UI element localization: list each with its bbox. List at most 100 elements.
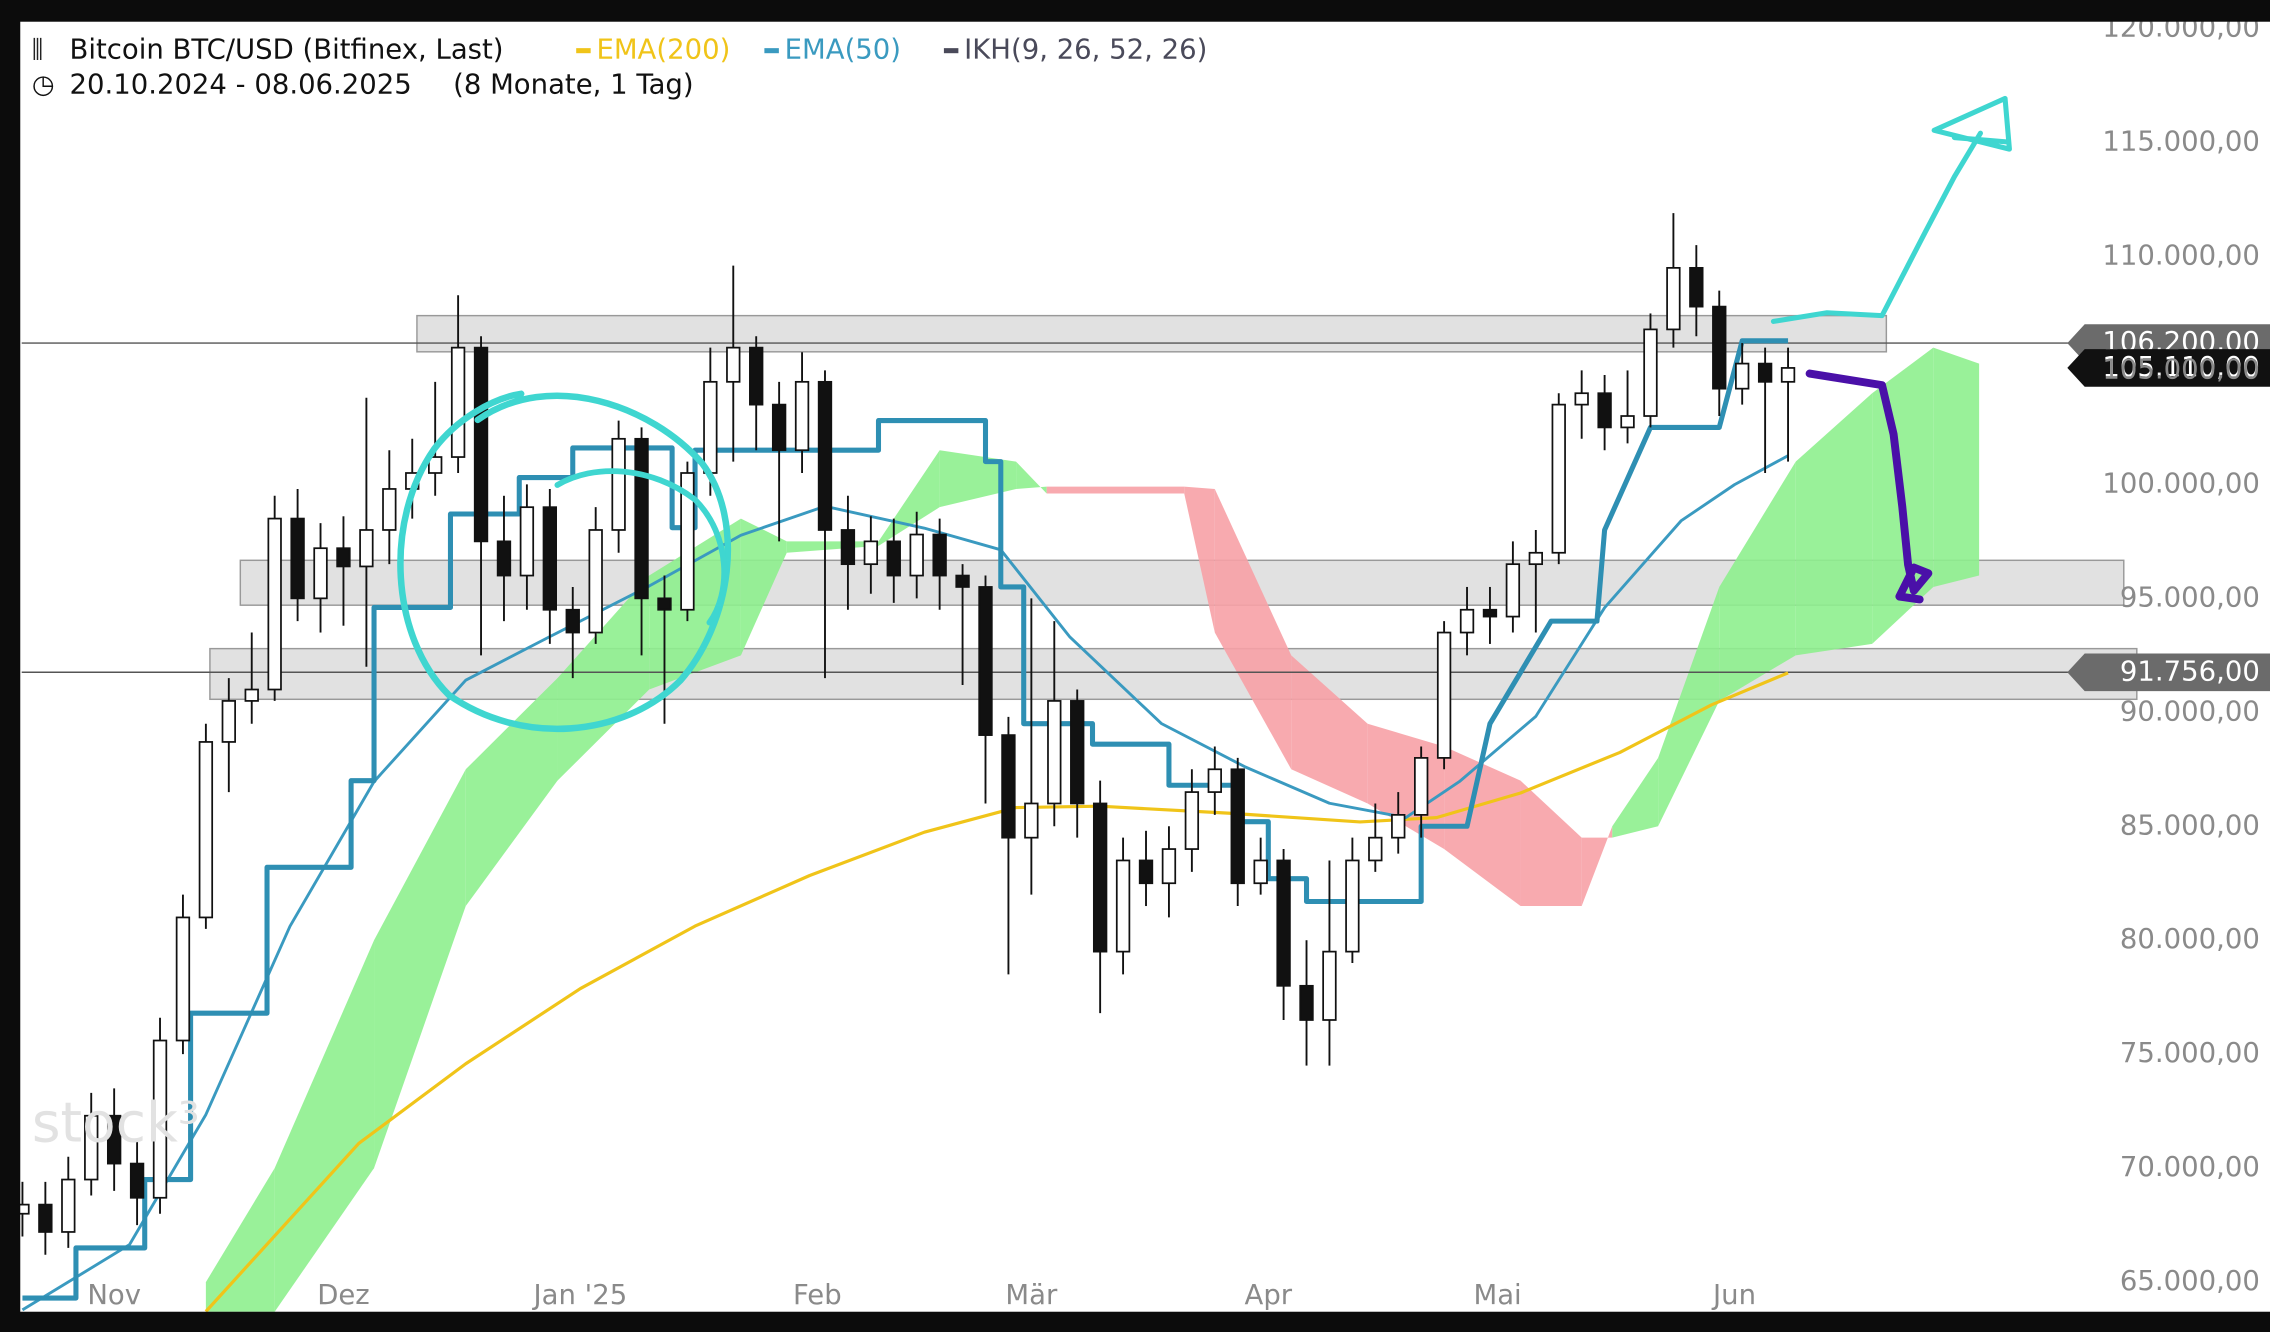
y-tick-label: 100.000,00 <box>2102 467 2259 499</box>
chart-title: Bitcoin BTC/USD (Bitfinex, Last) <box>69 34 503 66</box>
x-tick-label: Mai <box>1473 1279 1521 1311</box>
indicator-lines <box>21 338 1789 1313</box>
candle-body <box>1505 563 1521 618</box>
y-tick-label: 110.000,00 <box>2102 239 2259 271</box>
cloud-segment <box>465 678 558 907</box>
cloud-segment <box>1214 488 1292 770</box>
x-tick-label: Jun <box>1711 1279 1756 1311</box>
axes: 65.000,00 70.000,00 75.000,00 80.000,00 85.0… <box>87 12 2260 1311</box>
candle-body <box>428 456 443 474</box>
candle-body <box>382 488 397 531</box>
candle-body <box>450 346 466 458</box>
resistance-zone <box>416 314 1888 353</box>
candle-body <box>519 506 535 577</box>
legend: ⫼ Bitcoin BTC/USD (Bitfinex, Last) ◷ 20.… <box>32 34 1208 101</box>
candle-body <box>1161 848 1177 885</box>
candle-body <box>129 1162 145 1199</box>
y-tick-label: 85.000,00 <box>2120 809 2260 841</box>
clock-icon: ◷ <box>32 70 55 100</box>
candle-body <box>221 700 236 743</box>
candle-body <box>61 1178 76 1233</box>
cloud-segment <box>1658 586 1720 827</box>
y-tick-label: 115.000,00 <box>2102 126 2259 158</box>
cloud-segment <box>1444 746 1521 907</box>
candle-body <box>1253 859 1268 885</box>
candle-body <box>1276 859 1291 987</box>
candle-body <box>1322 950 1337 1021</box>
candle-body <box>1735 362 1750 390</box>
candle-body <box>749 346 764 406</box>
cloud-segment <box>205 1168 275 1312</box>
candle-body <box>1299 984 1314 1021</box>
arrow-drawing <box>1770 130 1983 324</box>
support-zone <box>209 647 2138 701</box>
price-tag <box>2067 349 2270 387</box>
candle-body <box>1574 392 1589 406</box>
date-range: 20.10.2024 - 08.06.2025 <box>69 68 411 100</box>
price-tag <box>2067 653 2270 692</box>
candle-body <box>267 517 282 691</box>
candle-body <box>152 1039 168 1199</box>
candle-body <box>290 517 305 600</box>
y-tick-label: 75.000,00 <box>2120 1037 2260 1069</box>
candle-body <box>1070 700 1085 805</box>
candle-body <box>84 1114 99 1181</box>
y-tick-label: 80.000,00 <box>2120 923 2260 955</box>
candle-body <box>771 403 787 452</box>
legend-label: EMA(200) <box>596 34 730 66</box>
arrow-head <box>1931 95 2012 152</box>
candle-body <box>359 529 374 568</box>
cloud-segment <box>1612 757 1659 838</box>
candle-body <box>840 529 856 566</box>
top-frame <box>0 0 2270 22</box>
ikh-line <box>22 338 1789 1301</box>
x-tick-label: Jan '25 <box>532 1279 628 1311</box>
candle-body <box>1184 791 1200 850</box>
candle-body <box>1345 859 1360 953</box>
candle-body <box>542 506 558 611</box>
legend-label: EMA(50) <box>785 34 901 66</box>
candle-body <box>565 608 580 634</box>
candle-body <box>175 916 191 1042</box>
x-tick-label: Dez <box>317 1279 370 1311</box>
candle-body <box>726 346 741 383</box>
cloud-segment <box>1520 780 1582 907</box>
candle-body <box>313 547 328 600</box>
candle-body <box>38 1203 53 1233</box>
candle-body <box>1551 403 1566 554</box>
cloud-segment <box>1795 393 1873 656</box>
watermark: stock³ <box>32 1091 200 1155</box>
legend-label: IKH(9, 26, 52, 26) <box>964 34 1207 66</box>
ema-line <box>204 671 1789 1313</box>
candle-body <box>634 437 649 600</box>
candle-body <box>1757 362 1773 383</box>
cloud-segment <box>939 450 1017 508</box>
candle-body <box>1459 608 1475 634</box>
candle-body <box>198 741 214 919</box>
candle-body <box>863 540 879 566</box>
cloud-segment <box>1184 486 1215 633</box>
cloud-segment <box>1933 347 1980 587</box>
x-tick-label: Nov <box>87 1279 141 1311</box>
candle-body <box>1689 266 1704 308</box>
left-frame <box>0 0 21 1332</box>
candle-body <box>1001 734 1016 839</box>
candle-body <box>817 380 833 531</box>
candle-body <box>1092 802 1108 953</box>
candle-body <box>1620 415 1635 429</box>
candle-body <box>1436 631 1452 759</box>
candle-body <box>1138 859 1154 885</box>
projection-drawing <box>1805 369 1933 604</box>
candle-body <box>1666 266 1681 331</box>
candle-body <box>1115 859 1131 953</box>
candle-body <box>657 597 672 611</box>
candle-body <box>1643 328 1658 417</box>
candles <box>15 213 1796 1255</box>
cloud-segment <box>786 541 879 553</box>
candle-body <box>1712 305 1727 390</box>
candle-body <box>1780 367 1796 383</box>
x-tick-label: Apr <box>1245 1279 1293 1311</box>
cloud-segment <box>274 940 375 1312</box>
